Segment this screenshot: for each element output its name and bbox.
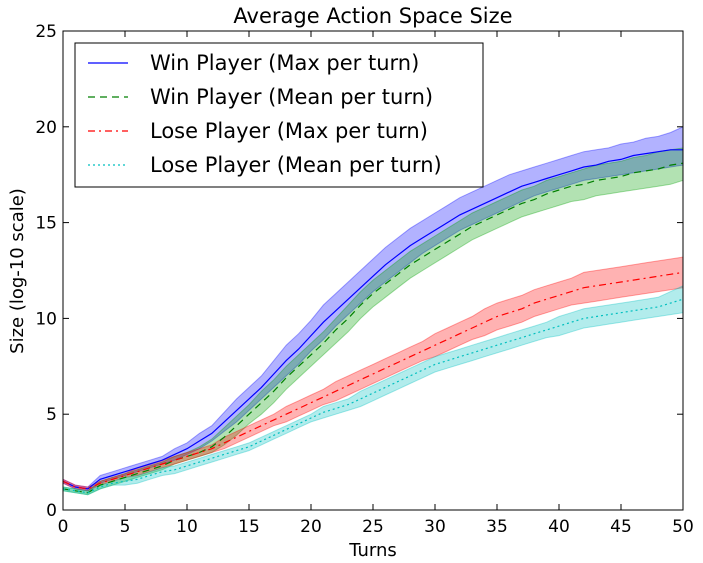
win-player-mean-per-turn-line [62, 162, 684, 494]
legend-label-lose-player-mean-per-turn: Lose Player (Mean per turn) [150, 153, 442, 177]
legend-box [74, 42, 484, 188]
x-axis: 0 5 10 15 20 25 30 35 40 45 50 [58, 31, 694, 537]
legend-label-win-player-max-per-turn: Win Player (Max per turn) [150, 51, 419, 75]
x-tick-label: 35 [486, 517, 508, 537]
lose-player-max-per-turn-line [62, 271, 684, 490]
legend-label-win-player-mean-per-turn: Win Player (Mean per turn) [150, 85, 433, 109]
y-axis-label: Size (log-10 scale) [7, 188, 28, 354]
x-axis-label: Turns [348, 540, 397, 561]
x-tick-label: 0 [58, 517, 69, 537]
x-tick-label: 5 [120, 517, 131, 537]
x-tick-label: 45 [610, 517, 632, 537]
x-tick-label: 10 [176, 517, 198, 537]
win-player-max-per-turn-line [62, 149, 683, 490]
legend-label-lose-player-max-per-turn: Lose Player (Max per turn) [150, 119, 428, 143]
legend: Win Player (Max per turn) Win Player (Mea… [74, 42, 484, 188]
y-tick-label: 0 [46, 501, 57, 521]
x-tick-label: 40 [548, 517, 570, 537]
y-tick-label: 10 [35, 309, 57, 329]
x-tick-label: 15 [238, 517, 260, 537]
y-axis: 0 5 10 15 20 25 [35, 22, 683, 521]
y-tick-label: 15 [35, 214, 57, 234]
y-tick-label: 25 [35, 22, 57, 42]
x-tick-label: 50 [672, 517, 694, 537]
series-lines [62, 149, 684, 494]
y-tick-label: 20 [35, 118, 57, 138]
y-tick-label: 5 [46, 405, 57, 425]
x-tick-label: 30 [424, 517, 446, 537]
x-tick-label: 25 [362, 517, 384, 537]
lose-player-mean-per-turn-line [62, 298, 684, 494]
chart-title: Average Action Space Size [233, 4, 512, 28]
x-tick-label: 20 [300, 517, 322, 537]
